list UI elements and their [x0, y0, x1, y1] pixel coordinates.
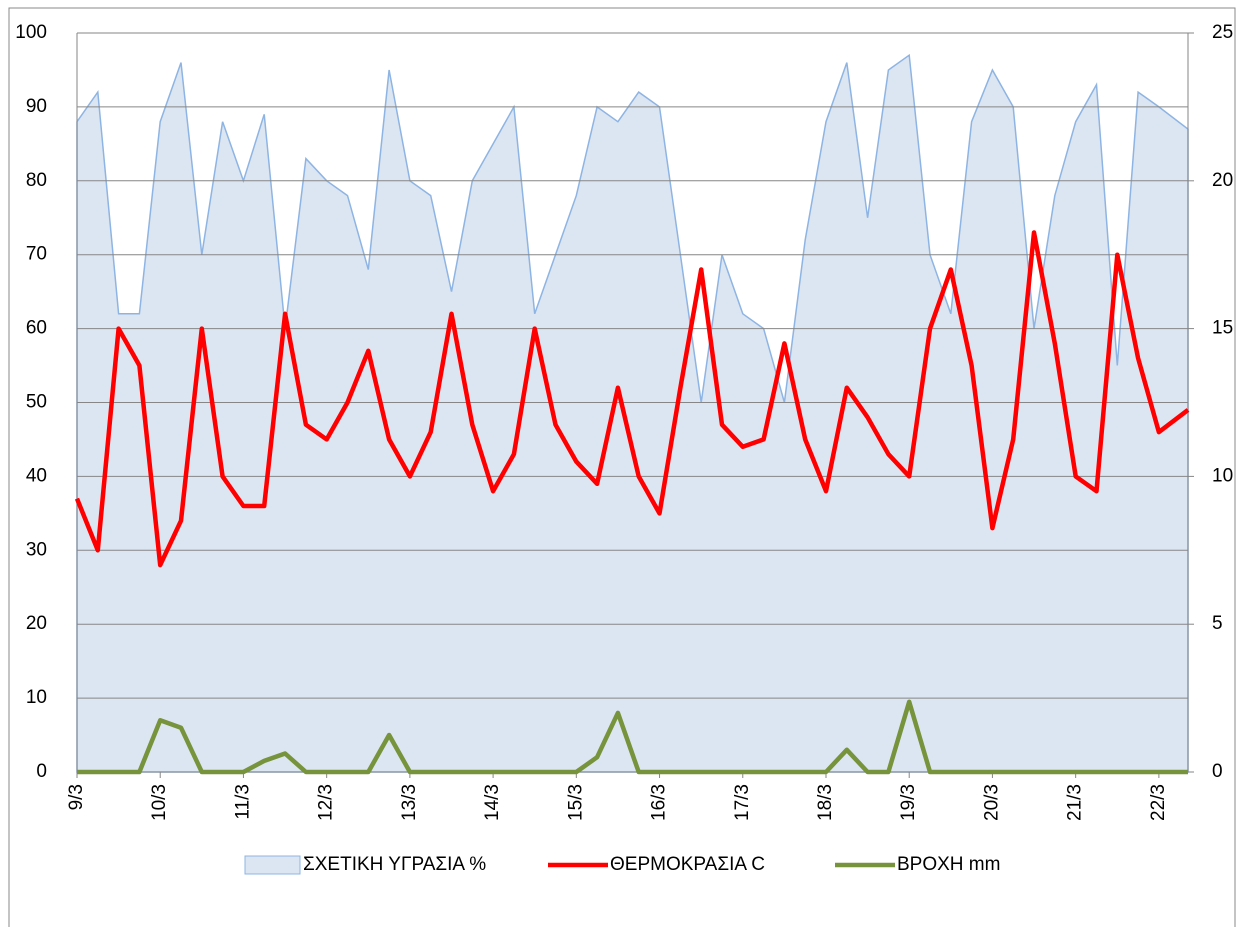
y-tick-label: 0	[36, 761, 47, 782]
x-tick-label: 12/3	[316, 784, 337, 821]
y-tick-label: 90	[26, 96, 47, 117]
x-tick-label: 14/3	[482, 784, 503, 821]
y-tick-label: 70	[26, 244, 47, 265]
x-tick-label: 19/3	[898, 784, 919, 821]
series-line	[77, 699, 1188, 775]
series-line	[74, 230, 1190, 568]
y-tick-label: 10	[26, 687, 47, 708]
y-tick-label: 80	[26, 170, 47, 191]
x-tick-label: 17/3	[732, 784, 753, 821]
legend-label: ΣΧΕΤΙΚΗ ΥΓΡΑΣΙΑ %	[303, 854, 486, 875]
legend-label: ΒΡΟΧΗ mm	[897, 854, 1000, 875]
y-tick-label: 30	[26, 539, 47, 560]
y2-tick-label: 5	[1212, 613, 1223, 634]
x-tick-label: 20/3	[981, 784, 1002, 821]
x-tick-label: 11/3	[232, 784, 253, 820]
x-tick-label: 16/3	[649, 784, 670, 821]
y2-tick-label: 10	[1212, 465, 1233, 486]
legend-swatch	[244, 855, 301, 875]
x-tick-label: 13/3	[399, 784, 420, 821]
y-tick-label: 40	[26, 465, 47, 486]
y2-tick-label: 0	[1212, 761, 1223, 782]
x-tick-label: 9/3	[66, 784, 87, 810]
y2-tick-label: 20	[1212, 170, 1233, 191]
y2-tick-label: 25	[1212, 22, 1233, 43]
x-tick-label: 21/3	[1065, 784, 1086, 821]
x-tick-label: 15/3	[565, 784, 586, 821]
legend-label: ΘΕΡΜΟΚΡΑΣΙΑ C	[610, 854, 765, 875]
y2-tick-label: 15	[1212, 318, 1233, 339]
y-tick-label: 50	[26, 392, 47, 413]
x-tick-label: 22/3	[1148, 784, 1169, 821]
x-tick-label: 10/3	[149, 784, 170, 821]
y-tick-label: 60	[26, 318, 47, 339]
x-tick-label: 18/3	[815, 784, 836, 821]
y-tick-label: 20	[26, 613, 47, 634]
y-tick-label: 100	[15, 22, 47, 43]
